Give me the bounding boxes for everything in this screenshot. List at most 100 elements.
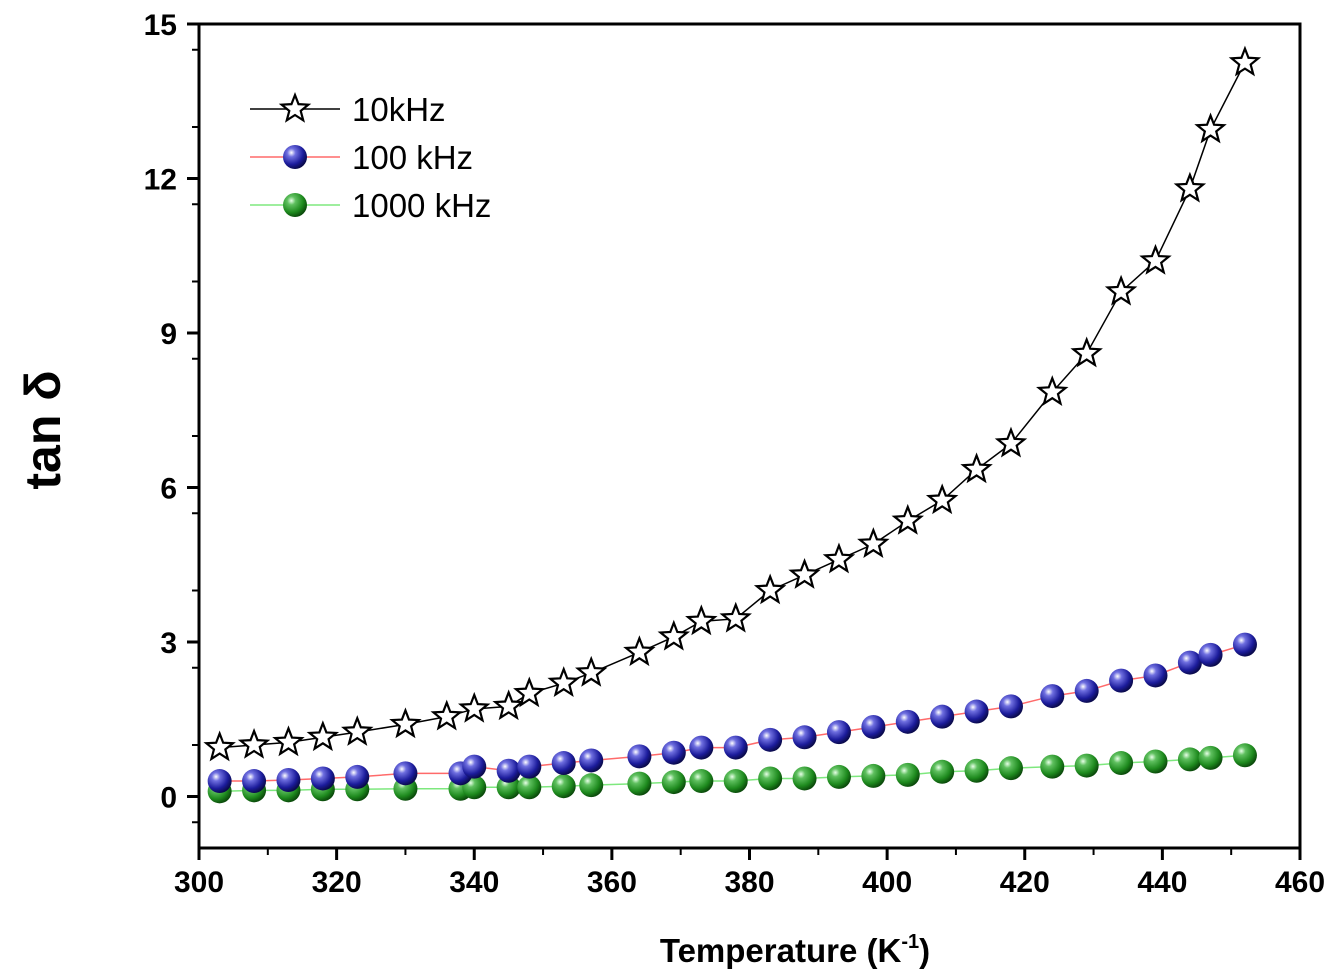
data-point [458, 691, 491, 723]
data-point [1070, 336, 1103, 368]
data-point [723, 769, 748, 794]
data-point [517, 754, 542, 779]
data-point [788, 557, 821, 589]
data-point [861, 714, 886, 739]
data-point [792, 725, 817, 750]
data-point [826, 764, 851, 789]
data-point [753, 573, 787, 605]
data-point [341, 715, 374, 746]
data-point [657, 619, 691, 651]
data-point [895, 709, 920, 734]
data-point [1074, 753, 1099, 778]
data-point [895, 762, 920, 787]
data-point [1109, 668, 1134, 693]
data-point [1228, 45, 1262, 77]
data-point [1177, 747, 1202, 772]
x-axis: 300 320 340 360 380 400 420 440 460 [174, 848, 1325, 899]
data-point [1109, 751, 1134, 776]
data-point [203, 730, 236, 762]
legend-marker [283, 145, 307, 169]
data-point [994, 426, 1028, 458]
data-point [689, 735, 714, 760]
legend: 10kHz 100 kHz 1000 kHz [250, 91, 491, 224]
x-tick-label: 400 [862, 866, 912, 899]
data-point [492, 689, 525, 721]
x-tick-label: 380 [724, 866, 774, 899]
data-point [496, 758, 521, 783]
legend-label: 100 kHz [352, 139, 473, 176]
data-point [627, 771, 652, 796]
y-tick-label: 15 [144, 9, 177, 42]
y-axis-title: tan δ [15, 370, 71, 489]
x-axis-title-close: ) [919, 932, 930, 969]
x-axis-title: Temperature (K-1) [660, 931, 930, 969]
data-point [998, 756, 1023, 781]
data-point [998, 694, 1023, 719]
data-point [719, 601, 752, 633]
x-tick-label: 440 [1137, 866, 1187, 899]
data-point [1143, 663, 1168, 688]
data-point [1040, 754, 1065, 779]
data-point [1198, 642, 1223, 667]
data-point [430, 699, 463, 731]
x-axis-title-main: Temperature (K [660, 932, 902, 969]
data-point [345, 764, 370, 789]
x-tick-label: 460 [1275, 866, 1325, 899]
data-point [389, 707, 422, 739]
data-point [1173, 171, 1207, 203]
data-point [623, 635, 656, 667]
x-axis-title-sup: -1 [901, 931, 919, 953]
y-tick-label: 12 [144, 164, 177, 197]
data-point [1177, 650, 1202, 675]
data-point [237, 727, 271, 759]
y-tick-label: 3 [160, 627, 177, 660]
data-point [1232, 632, 1257, 657]
data-point [822, 542, 856, 574]
x-tick-label: 320 [312, 866, 362, 899]
data-point [661, 770, 686, 795]
data-point [517, 775, 542, 800]
data-point [960, 452, 993, 484]
data-point [685, 604, 718, 636]
x-tick-label: 420 [1000, 866, 1050, 899]
data-point [1040, 684, 1065, 709]
series-markers [203, 45, 1262, 804]
data-point [861, 763, 886, 788]
data-point [207, 769, 232, 794]
data-point [1143, 749, 1168, 774]
data-point [758, 727, 783, 752]
data-point [579, 773, 604, 798]
data-point [1232, 743, 1257, 768]
data-point [627, 744, 652, 769]
data-point [792, 766, 817, 791]
data-point [276, 768, 301, 793]
data-point [826, 720, 851, 745]
legend-item: 100 kHz [250, 139, 473, 176]
data-point [496, 775, 521, 800]
data-point [551, 774, 576, 799]
y-axis: 0 3 6 9 12 15 [144, 9, 199, 824]
data-point [513, 676, 546, 708]
y-tick-label: 0 [160, 782, 177, 815]
data-point [310, 766, 335, 791]
y-tick-label: 6 [160, 473, 177, 506]
legend-item: 1000 kHz [250, 187, 491, 224]
legend-marker [278, 91, 312, 123]
x-tick-label: 340 [449, 866, 499, 899]
data-point [857, 527, 890, 558]
legend-label: 10kHz [352, 91, 446, 128]
data-point [462, 754, 487, 779]
data-point [964, 699, 989, 724]
data-point [661, 740, 686, 765]
x-tick-label: 300 [174, 866, 224, 899]
legend-label: 1000 kHz [352, 187, 491, 224]
data-point [1036, 375, 1069, 407]
data-point [1194, 112, 1227, 144]
data-point [272, 725, 305, 757]
data-point [891, 503, 924, 535]
data-point [964, 758, 989, 783]
data-point [1074, 678, 1099, 703]
data-point [689, 769, 714, 794]
data-point [306, 720, 340, 752]
data-point [242, 769, 267, 794]
